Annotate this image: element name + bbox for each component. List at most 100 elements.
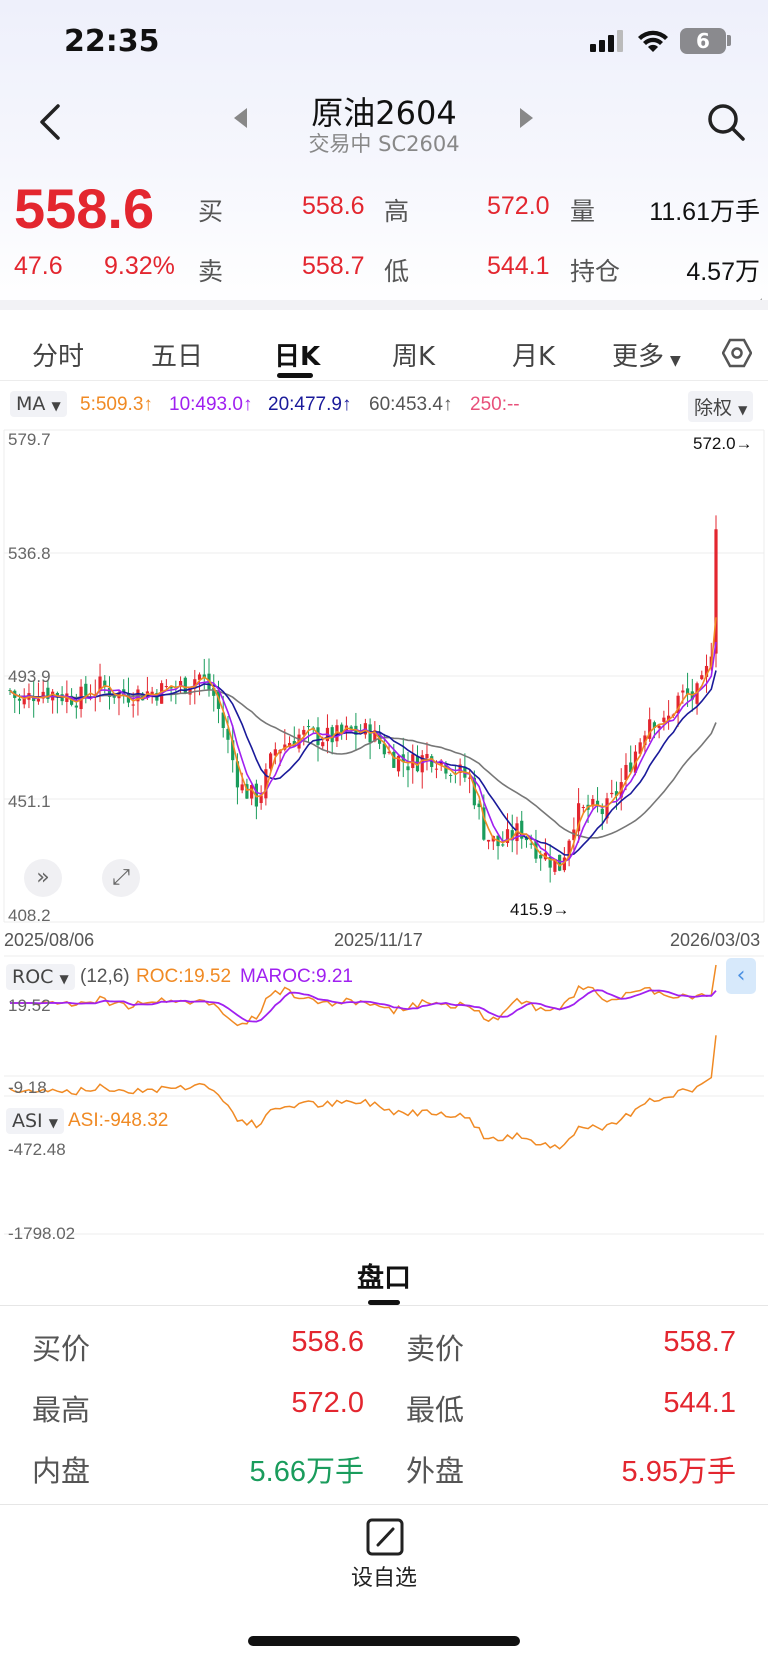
tab-five-day[interactable]: 五日 — [151, 342, 204, 372]
candle-body — [373, 730, 377, 742]
candle-body — [169, 686, 173, 689]
chevron-down-icon: ▼ — [59, 972, 69, 986]
ask-value: 558.7 — [663, 1326, 736, 1358]
ask-label: 卖价 — [406, 1332, 465, 1366]
roc-params: (12,6) — [80, 966, 130, 987]
candle-body — [704, 665, 709, 678]
ma-selector[interactable]: MA ▼ — [10, 391, 67, 417]
chart-settings-icon[interactable] — [722, 338, 752, 368]
active-tab-indicator — [277, 373, 313, 378]
candle-body — [335, 725, 339, 742]
kline-chart[interactable] — [0, 428, 768, 1238]
wifi-icon — [638, 30, 668, 52]
battery-tip — [727, 35, 731, 46]
sell-price: 558.7 — [302, 252, 365, 280]
roc-selector[interactable]: ROC ▼ — [6, 964, 75, 990]
search-icon[interactable] — [706, 102, 746, 142]
outer-volume-label: 外盘 — [406, 1454, 465, 1488]
candle-body — [387, 751, 391, 753]
candle-body — [392, 751, 396, 768]
home-indicator — [248, 1636, 520, 1646]
candle-body — [415, 755, 420, 772]
order-book-divider — [0, 1305, 768, 1306]
ma20-value: 20:477.9↑ — [268, 394, 352, 415]
ma-chip-label: MA — [16, 393, 46, 415]
candle-body — [449, 774, 453, 776]
edit-favorite-icon[interactable] — [366, 1518, 404, 1556]
candle-body — [240, 784, 244, 791]
fullscreen-button[interactable]: ⤢ — [102, 859, 140, 897]
tab-monthly-k[interactable]: 月K — [512, 342, 556, 372]
next-contract-icon[interactable] — [520, 108, 533, 128]
candle-body — [676, 695, 680, 714]
candle-body — [553, 859, 557, 872]
bid-value: 558.6 — [291, 1326, 364, 1358]
candle-body — [548, 856, 552, 868]
asi-selector[interactable]: ASI ▼ — [6, 1108, 64, 1134]
candle-body — [700, 675, 704, 680]
candle-body — [321, 742, 325, 747]
asi-chip-label: ASI — [12, 1110, 43, 1132]
candle-body — [340, 724, 344, 734]
chevron-down-icon: ▼ — [670, 353, 681, 369]
ma20-line — [9, 670, 717, 856]
battery-icon: 6 — [680, 28, 726, 54]
maroc-value: MAROC:9.21 — [240, 966, 353, 987]
sell-label: 卖 — [198, 258, 224, 286]
status-time: 22:35 — [64, 24, 160, 59]
ma10-line — [9, 641, 717, 863]
ma10-value: 10:493.0↑ — [169, 394, 253, 415]
adjust-selector[interactable]: 除权 ▼ — [688, 391, 754, 422]
tab-daily-k[interactable]: 日K — [274, 342, 321, 372]
chevron-down-icon: ▼ — [738, 403, 748, 417]
ma250-value: 250:-- — [470, 394, 520, 415]
order-book-title[interactable]: 盘口 — [357, 1263, 411, 1294]
ma5-line — [9, 617, 717, 867]
candle-body — [98, 676, 102, 692]
candle-body — [520, 820, 524, 839]
low-price: 544.1 — [487, 252, 550, 280]
header-background — [0, 0, 768, 310]
candle-body — [197, 674, 202, 680]
candle-body — [477, 803, 481, 808]
high-label-panel: 最高 — [32, 1393, 91, 1427]
candle-body — [107, 687, 112, 697]
candle-body — [524, 837, 529, 841]
candle-body — [425, 753, 429, 759]
volume-label: 量 — [570, 198, 596, 226]
expand-indicators-button[interactable]: » — [24, 859, 62, 897]
candle-body — [103, 680, 107, 688]
roc-value: ROC:19.52 — [136, 966, 232, 987]
tab-weekly-k[interactable]: 周K — [392, 342, 436, 372]
inner-volume-value: 5.66万手 — [249, 1456, 364, 1488]
maroc-line — [10, 989, 717, 1023]
candle-body — [468, 777, 472, 779]
chart-grid — [3, 429, 765, 1235]
asi-line — [9, 1035, 717, 1150]
candle-body — [567, 840, 571, 858]
prev-contract-icon[interactable] — [234, 108, 247, 128]
candle-body — [141, 693, 145, 701]
candle-body — [501, 844, 505, 846]
candle-body — [349, 726, 353, 730]
add-favorite-label[interactable]: 设自选 — [350, 1566, 417, 1591]
inner-volume-label: 内盘 — [32, 1454, 91, 1488]
candle-body — [591, 798, 595, 807]
candle-body — [264, 769, 268, 799]
candle-body — [178, 680, 183, 687]
buy-price: 558.6 — [302, 192, 365, 220]
collapse-panel-button[interactable]: ‹ — [726, 958, 756, 994]
candle-body — [46, 687, 50, 699]
open-interest-value: 4.57万 — [686, 258, 760, 286]
candle-body — [714, 529, 718, 654]
candle-body — [624, 764, 628, 780]
high-price: 572.0 — [487, 192, 550, 220]
candle-body — [283, 744, 287, 750]
candle-body — [610, 792, 614, 795]
candle-body — [316, 727, 320, 745]
back-arrow-icon[interactable] — [34, 102, 70, 142]
candle-body — [302, 729, 306, 735]
tab-more[interactable]: 更多 ▼ — [612, 336, 681, 373]
candle-body — [558, 854, 562, 871]
tab-intraday[interactable]: 分时 — [32, 342, 85, 372]
